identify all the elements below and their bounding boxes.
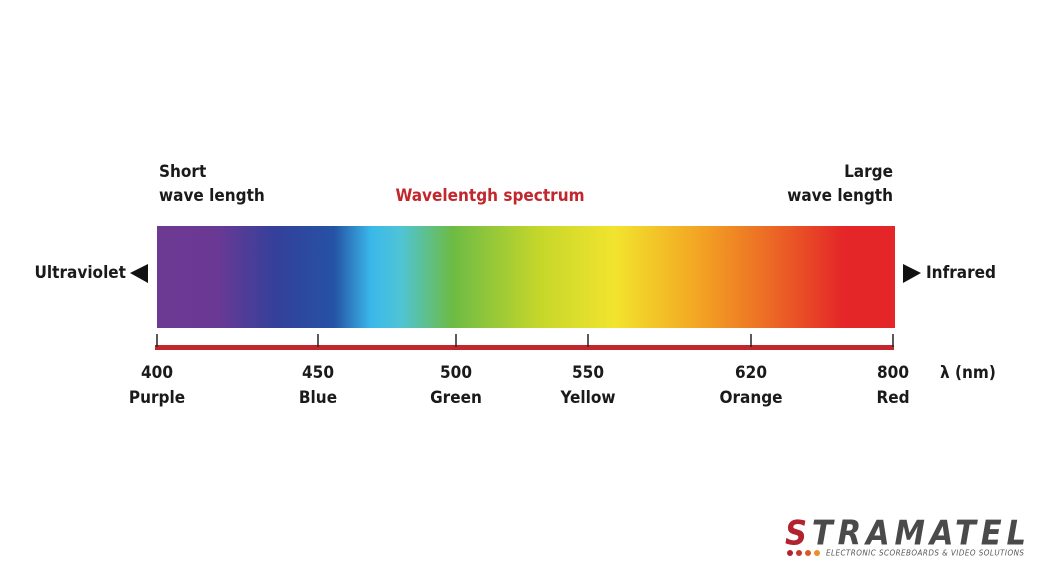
right-heading: wave length	[787, 186, 893, 206]
left-arrow	[130, 264, 148, 283]
tick-value: 620	[735, 363, 767, 383]
logo-dots	[787, 550, 820, 556]
scale-line	[155, 345, 894, 350]
scale: 400 Purple 450 Blue 500 Green 550 Yellow 620 Oran…	[129, 334, 910, 408]
tick-name: Blue	[299, 388, 337, 408]
left-heading: wave length	[159, 186, 265, 206]
logo-tagline: ELECTRONIC SCOREBOARDS & VIDEO SOLUTIONS	[826, 549, 1024, 558]
ultraviolet-label: Ultraviolet	[35, 263, 126, 283]
tick-value: 800	[877, 363, 909, 383]
right-arrow	[903, 264, 921, 283]
tick-value: 450	[302, 363, 334, 383]
spectrum-bar	[157, 226, 895, 328]
tick-value: 400	[141, 363, 173, 383]
tick-value: 500	[440, 363, 472, 383]
tick-name: Purple	[129, 388, 185, 408]
infrared-label: Infrared	[926, 263, 996, 283]
right-heading: Large	[844, 162, 893, 182]
logo-brand: STRAMATEL	[785, 514, 1027, 554]
tick-name: Yellow	[559, 388, 615, 408]
tick-name: Orange	[719, 388, 782, 408]
title: Wavelentgh spectrum	[395, 186, 584, 206]
tick-name: Green	[430, 388, 482, 408]
left-heading: Short	[159, 162, 206, 182]
tick-name: Red	[876, 388, 909, 408]
tick-value: 550	[572, 363, 604, 383]
unit: λ (nm)	[940, 363, 996, 383]
